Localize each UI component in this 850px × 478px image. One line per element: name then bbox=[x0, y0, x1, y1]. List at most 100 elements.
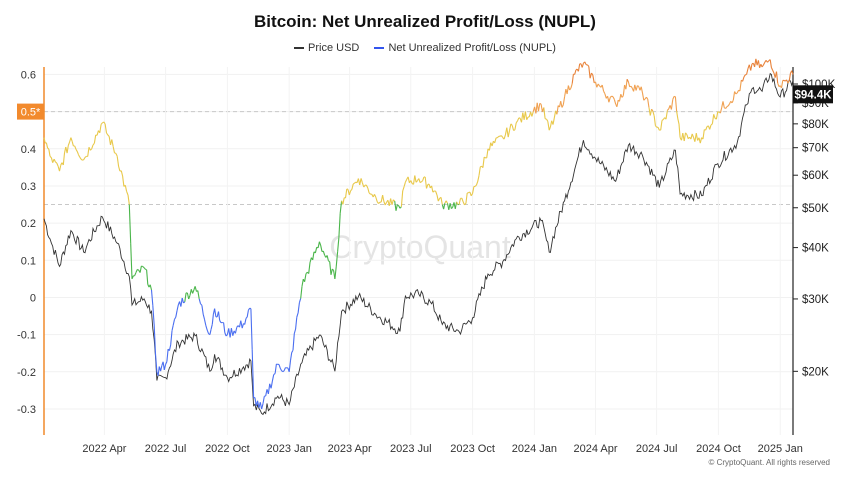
nupl-segment bbox=[335, 251, 339, 267]
legend-label-price: Price USD bbox=[308, 42, 360, 54]
nupl-segment bbox=[514, 122, 517, 130]
x-tick-label: 2024 Jan bbox=[512, 443, 557, 455]
left-axis: 0.60.50.40.30.20.10-0.1-0.2-0.3 bbox=[17, 67, 45, 435]
nupl-segment bbox=[571, 74, 574, 84]
nupl-segment bbox=[103, 121, 106, 125]
nupl-segment bbox=[601, 84, 605, 92]
nupl-segment bbox=[350, 189, 353, 192]
nupl-segment bbox=[291, 349, 294, 353]
nupl-segment bbox=[686, 134, 689, 139]
nupl-segment bbox=[561, 104, 564, 108]
nupl-segment bbox=[91, 144, 94, 149]
nupl-segment bbox=[157, 366, 160, 376]
nupl-segment bbox=[378, 201, 381, 204]
nupl-segment bbox=[245, 316, 248, 319]
nupl-segment bbox=[586, 64, 590, 67]
nupl-segment bbox=[791, 70, 794, 75]
nupl-segment bbox=[382, 194, 385, 202]
nupl-segment bbox=[128, 204, 132, 244]
nupl-segment bbox=[180, 297, 183, 307]
left-tick-label: -0.1 bbox=[17, 330, 36, 342]
nupl-segment bbox=[727, 103, 730, 107]
nupl-segment bbox=[674, 96, 678, 112]
nupl-segment bbox=[622, 84, 626, 96]
nupl-segment bbox=[570, 83, 573, 89]
nupl-segment bbox=[641, 92, 645, 101]
nupl-segment bbox=[279, 368, 283, 371]
nupl-segment bbox=[553, 110, 557, 119]
nupl-segment bbox=[750, 63, 753, 71]
nupl-segment bbox=[111, 139, 114, 147]
nupl-segment bbox=[172, 319, 176, 326]
x-tick-label: 2022 Apr bbox=[82, 443, 126, 455]
nupl-segment bbox=[320, 245, 323, 252]
nupl-segment bbox=[478, 166, 481, 176]
legend-item-price[interactable]: Price USD bbox=[294, 42, 359, 54]
nupl-segment bbox=[160, 365, 163, 372]
nupl-segment bbox=[301, 279, 304, 287]
nupl-segment bbox=[414, 175, 417, 183]
legend-item-nupl[interactable]: Net Unrealized Profit/Loss (NUPL) bbox=[374, 42, 556, 54]
nupl-segment bbox=[75, 149, 78, 152]
nupl-segment bbox=[472, 186, 475, 194]
nupl-segment bbox=[53, 158, 56, 163]
nupl-marker-label: 0.5* bbox=[21, 107, 41, 119]
nupl-segment bbox=[395, 204, 398, 211]
nupl-segment bbox=[432, 190, 435, 193]
nupl-segment bbox=[757, 60, 761, 68]
nupl-segment bbox=[298, 298, 302, 303]
nupl-segment bbox=[629, 85, 632, 88]
nupl-segment bbox=[608, 97, 611, 103]
nupl-segment bbox=[436, 194, 439, 202]
x-tick-label: 2024 Apr bbox=[573, 443, 617, 455]
nupl-segment bbox=[772, 70, 775, 74]
nupl-segment bbox=[577, 63, 581, 72]
nupl-segment bbox=[55, 161, 58, 164]
nupl-segment bbox=[739, 80, 742, 92]
x-tick-label: 2023 Jul bbox=[390, 443, 432, 455]
nupl-segment bbox=[672, 96, 675, 100]
nupl-segment bbox=[143, 267, 146, 270]
left-tick-label: -0.2 bbox=[17, 367, 36, 379]
nupl-segment bbox=[210, 324, 213, 330]
nupl-segment bbox=[76, 151, 80, 155]
nupl-segment bbox=[537, 103, 541, 112]
right-tick-label: $70K bbox=[802, 143, 829, 155]
nupl-segment bbox=[118, 166, 121, 172]
nupl-segment bbox=[232, 330, 235, 336]
nupl-segment bbox=[516, 117, 520, 122]
nupl-segment bbox=[392, 199, 396, 202]
nupl-segment bbox=[467, 192, 469, 194]
nupl-segment bbox=[163, 364, 167, 371]
nupl-segment bbox=[546, 118, 549, 122]
nupl-segment bbox=[443, 202, 446, 210]
nupl-segment bbox=[780, 80, 784, 88]
nupl-segment bbox=[475, 181, 479, 186]
nupl-segment bbox=[742, 76, 745, 82]
nupl-segment bbox=[56, 162, 59, 167]
nupl-segment bbox=[699, 137, 703, 144]
nupl-segment bbox=[767, 60, 770, 63]
nupl-segment bbox=[465, 193, 468, 204]
nupl-segment bbox=[142, 266, 145, 269]
nupl-segment bbox=[368, 192, 371, 195]
nupl-segment bbox=[149, 284, 153, 291]
nupl-segment bbox=[219, 320, 222, 323]
nupl-segment bbox=[230, 328, 234, 336]
nupl-segment bbox=[480, 165, 482, 168]
nupl-segment bbox=[354, 181, 357, 184]
nupl-segment bbox=[384, 202, 388, 206]
nupl-segment bbox=[647, 99, 650, 108]
nupl-segment bbox=[137, 268, 139, 271]
nupl-segment bbox=[139, 265, 142, 273]
nupl-segment bbox=[329, 261, 332, 275]
nupl-segment bbox=[403, 182, 406, 187]
nupl-segment bbox=[597, 83, 600, 87]
nupl-segment bbox=[318, 241, 322, 246]
nupl-segment bbox=[613, 99, 617, 105]
nupl-marker-badge bbox=[17, 103, 44, 120]
nupl-segment bbox=[154, 353, 158, 372]
nupl-segment bbox=[234, 327, 238, 334]
nupl-segment bbox=[338, 213, 341, 238]
nupl-segment bbox=[67, 141, 71, 146]
